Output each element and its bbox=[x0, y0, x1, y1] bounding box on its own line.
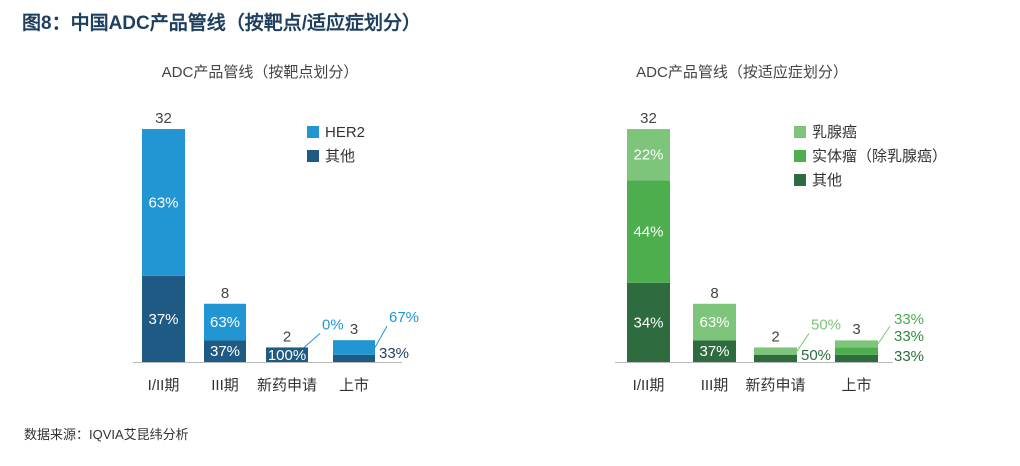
indication-category-label: 新药申请 bbox=[745, 377, 805, 394]
indication-pct-label: 33% bbox=[894, 328, 924, 345]
indication-bar-segment bbox=[835, 354, 878, 362]
target-total-label: 32 bbox=[155, 110, 172, 127]
source-note: 数据来源：IQVIA艾昆纬分析 bbox=[24, 427, 189, 442]
indication-total-label: 32 bbox=[640, 110, 657, 127]
indication-bar-segment bbox=[627, 129, 670, 181]
target-legend-label: 其他 bbox=[325, 148, 355, 165]
target-legend-swatch bbox=[307, 150, 319, 162]
indication-legend-swatch bbox=[794, 174, 806, 186]
target-legend-label: HER2 bbox=[325, 124, 365, 141]
indication-bar-segment bbox=[693, 303, 736, 341]
indication-pct-label: 33% bbox=[894, 348, 924, 365]
indication-bar-segment bbox=[627, 180, 670, 283]
indication-category-label: I/II期 bbox=[633, 377, 665, 394]
indication-total-label: 8 bbox=[710, 285, 718, 302]
indication-pct-label: 22% bbox=[633, 147, 663, 164]
target-pct-label: 37% bbox=[148, 311, 178, 328]
indication-total-label: 3 bbox=[852, 321, 860, 338]
indication-pct-label: 34% bbox=[633, 314, 663, 331]
indication-pct-label: 44% bbox=[633, 224, 663, 241]
indication-bar-segment bbox=[754, 354, 797, 362]
target-leader-line bbox=[374, 325, 388, 348]
target-pct-label: 100% bbox=[268, 347, 306, 364]
indication-pct-label: 33% bbox=[894, 311, 924, 328]
indication-legend-label: 实体瘤（除乳腺癌） bbox=[812, 148, 947, 165]
target-total-label: 3 bbox=[350, 321, 358, 338]
target-bar-segment bbox=[142, 275, 185, 362]
indication-bar-segment bbox=[693, 340, 736, 362]
target-pct-label: 67% bbox=[389, 309, 419, 326]
indication-category-label: 上市 bbox=[841, 377, 871, 394]
indication-pct-label: 50% bbox=[811, 316, 841, 333]
indication-chart-title: ADC产品管线（按适应症划分） bbox=[636, 63, 848, 81]
target-total-label: 2 bbox=[283, 328, 291, 345]
target-bar-segment bbox=[333, 354, 375, 362]
target-category-label: 上市 bbox=[339, 377, 369, 394]
indication-total-label: 2 bbox=[771, 328, 779, 345]
target-category-label: III期 bbox=[211, 377, 239, 394]
target-pct-label: 0% bbox=[322, 316, 344, 333]
target-pct-label: 33% bbox=[379, 345, 409, 362]
indication-pct-label: 63% bbox=[699, 314, 729, 331]
target-leader-line bbox=[303, 333, 321, 348]
target-bar-segment bbox=[142, 129, 185, 276]
indication-legend-label: 其他 bbox=[812, 172, 842, 189]
indication-bar-segment bbox=[835, 340, 878, 348]
indication-leader-line bbox=[877, 325, 891, 345]
target-pct-label: 63% bbox=[148, 194, 178, 211]
target-chart-title: ADC产品管线（按靶点划分） bbox=[162, 64, 359, 81]
target-bar-segment bbox=[204, 340, 246, 362]
target-category-label: 新药申请 bbox=[257, 377, 317, 394]
indication-pct-label: 50% bbox=[801, 347, 831, 364]
indication-bar-segment bbox=[754, 347, 797, 355]
indication-bar-segment bbox=[835, 347, 878, 355]
indication-leader-line bbox=[796, 333, 810, 352]
figure-title: 图8：中国ADC产品管线（按靶点/适应症划分） bbox=[22, 13, 422, 34]
target-bar-segment bbox=[266, 347, 308, 362]
indication-category-label: III期 bbox=[701, 377, 729, 394]
target-pct-label: 63% bbox=[210, 314, 240, 331]
indication-legend-swatch bbox=[794, 150, 806, 162]
target-category-label: I/II期 bbox=[148, 377, 180, 394]
indication-legend-label: 乳腺癌 bbox=[812, 124, 857, 141]
indication-pct-label: 37% bbox=[699, 343, 729, 360]
indication-bar-segment bbox=[627, 282, 670, 362]
target-pct-label: 37% bbox=[210, 343, 240, 360]
target-bar-segment bbox=[333, 340, 375, 355]
indication-legend-swatch bbox=[794, 126, 806, 138]
target-total-label: 8 bbox=[221, 285, 229, 302]
target-bar-segment bbox=[204, 303, 246, 341]
target-legend-swatch bbox=[307, 126, 319, 138]
